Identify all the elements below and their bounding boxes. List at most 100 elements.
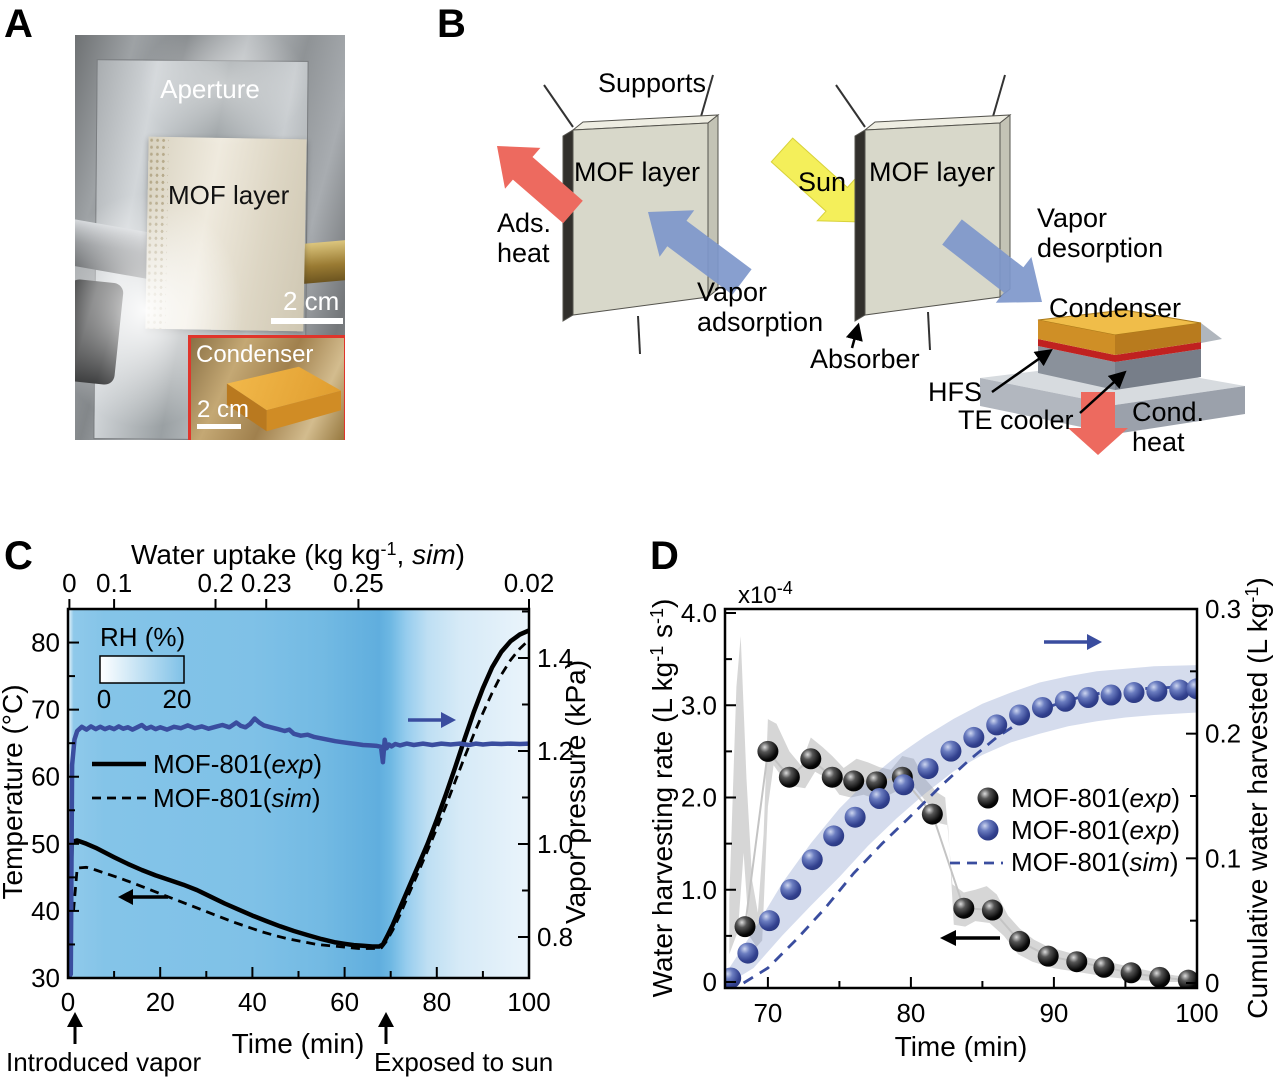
tick-label: 70 xyxy=(753,998,782,1028)
hfs-layer xyxy=(1038,339,1115,362)
tick-label: 0.8 xyxy=(537,922,573,952)
tick-label: 1.0 xyxy=(537,829,573,859)
vapor-adsorption-arrow-icon xyxy=(648,210,752,295)
panel-d-letter: D xyxy=(650,534,679,578)
d-legend-exp-blue: MOF-801(exp) xyxy=(1011,815,1180,845)
d-x-axis-title: Time (min) xyxy=(895,1031,1028,1062)
condenser-label: Condenser xyxy=(196,341,314,368)
d-right-axis-title: Cumulative water harvested (L kg-1) xyxy=(1242,577,1273,1018)
condenser-block xyxy=(217,364,341,434)
tick-label: 70 xyxy=(31,695,60,725)
vapor-ads-label-2: adsorption xyxy=(697,307,823,337)
ads-heat-arrow-icon xyxy=(497,146,583,224)
vapor-des-label-2: desorption xyxy=(1037,233,1163,263)
data-point-cumulative xyxy=(1123,682,1145,704)
tick-label: 0.3 xyxy=(1205,594,1241,624)
data-point-rate xyxy=(981,899,1003,921)
tick-label: 0.02 xyxy=(504,568,555,598)
panel-c-chart: 0 20 40 60 80 100 80 70 60 50 40 30 1.4 1.2 1.0 0.8 0 0.1… xyxy=(0,539,591,1077)
te-cooler-pointer xyxy=(1079,370,1127,414)
mof-layer-left-label: MOF layer xyxy=(574,157,700,187)
data-point-rate xyxy=(1066,951,1088,973)
tick-label: 0.1 xyxy=(96,568,132,598)
exposed-to-sun-arrow-icon xyxy=(378,1012,394,1044)
tick-label: 0 xyxy=(1205,968,1219,998)
cond-heat-label-2: heat xyxy=(1132,427,1185,457)
tick-label: 2.0 xyxy=(681,783,717,813)
data-point-cumulative xyxy=(1100,684,1122,706)
data-point-rate xyxy=(757,740,779,762)
data-point-cumulative xyxy=(758,910,780,932)
aperture-label: Aperture xyxy=(160,74,260,104)
data-point-cumulative xyxy=(986,714,1008,736)
exposed-to-sun-label: Exposed to sun xyxy=(374,1047,553,1077)
data-point-cumulative xyxy=(1054,690,1076,712)
introduced-vapor-arrow-icon xyxy=(67,1012,83,1044)
tick-label: 30 xyxy=(31,963,60,993)
absorber-strip-right xyxy=(854,129,866,322)
data-point-rate xyxy=(1037,945,1059,967)
d-left-axis-arrow-icon xyxy=(940,930,1000,946)
panel-a-letter: A xyxy=(4,2,33,46)
condenser-inset-photo: Condenser 2 cm xyxy=(188,335,345,440)
tick-label: 80 xyxy=(31,628,60,658)
supports-label: Supports xyxy=(598,68,706,98)
data-point-cumulative xyxy=(780,878,802,900)
pointer-arrows xyxy=(845,322,1127,414)
tick-label: 40 xyxy=(31,896,60,926)
d-left-axis-title: Water harvesting rate (L kg-1 s-1) xyxy=(647,599,678,998)
tick-label: 60 xyxy=(330,987,359,1017)
tick-label: 1.0 xyxy=(681,875,717,905)
tick-label: 0.1 xyxy=(1205,843,1241,873)
cond-heat-arrow-icon xyxy=(1068,392,1128,455)
c-left-axis-title: Temperature (°C) xyxy=(0,684,28,899)
tick-label: 80 xyxy=(422,987,451,1017)
panel-c-axes: 0 20 40 60 80 100 80 70 60 50 40 30 1.4 1.2 1.0 0.8 0 0.1… xyxy=(31,568,573,1017)
data-point-rate xyxy=(1149,966,1171,988)
data-point-cumulative xyxy=(1186,678,1197,700)
tick-label: 3.0 xyxy=(681,690,717,720)
d-multiplier-label: x10-4 xyxy=(738,578,793,609)
inset-scale-bar xyxy=(197,424,241,429)
data-point-cumulative xyxy=(893,774,915,796)
introduced-vapor-label: Introduced vapor xyxy=(6,1047,201,1077)
data-point-cumulative xyxy=(1077,687,1099,709)
tick-label: 0.2 xyxy=(197,568,233,598)
panel-d-data xyxy=(725,636,1197,988)
scale-label: 2 cm xyxy=(283,286,340,316)
tick-label: 0 xyxy=(62,568,76,598)
data-point-rate xyxy=(821,766,843,788)
d-legend-sim: MOF-801(sim) xyxy=(1011,847,1179,877)
c-right-axis-title: Vapor pressure (kPa) xyxy=(560,660,591,924)
tick-label: 0.23 xyxy=(241,568,292,598)
panel-c-letter: C xyxy=(4,534,33,578)
cond-heat-label-1: Cond. xyxy=(1132,397,1204,427)
mof-slab-left xyxy=(562,113,720,322)
tick-label: 0 xyxy=(703,967,717,997)
mof-layer-right-label: MOF layer xyxy=(869,157,995,187)
absorber-pointer xyxy=(845,322,863,349)
absorber-strip-left xyxy=(562,129,574,322)
absorber-label: Absorber xyxy=(810,344,920,374)
data-point-cumulative xyxy=(737,942,759,964)
series-MOF-801(sim) xyxy=(72,638,529,950)
c-legend-sim: MOF-801(sim) xyxy=(153,783,321,813)
mof-slab-right xyxy=(854,113,1012,322)
tick-label: 0 xyxy=(61,987,75,1017)
data-point-cumulative xyxy=(1031,696,1053,718)
tick-label: 0.25 xyxy=(333,568,384,598)
rh-legend-title: RH (%) xyxy=(100,622,185,652)
rh-legend-gradient-box xyxy=(99,655,185,684)
tick-label: 40 xyxy=(238,987,267,1017)
c-legend-exp: MOF-801(exp) xyxy=(153,749,322,779)
scale-bar xyxy=(271,318,343,324)
data-point-rate xyxy=(734,916,756,938)
d-legend-markers xyxy=(977,787,999,841)
tick-label: 1.2 xyxy=(537,736,573,766)
data-point-rate xyxy=(1093,956,1115,978)
tick-label: 60 xyxy=(31,762,60,792)
d-legend-exp-black: MOF-801(exp) xyxy=(1011,783,1180,813)
